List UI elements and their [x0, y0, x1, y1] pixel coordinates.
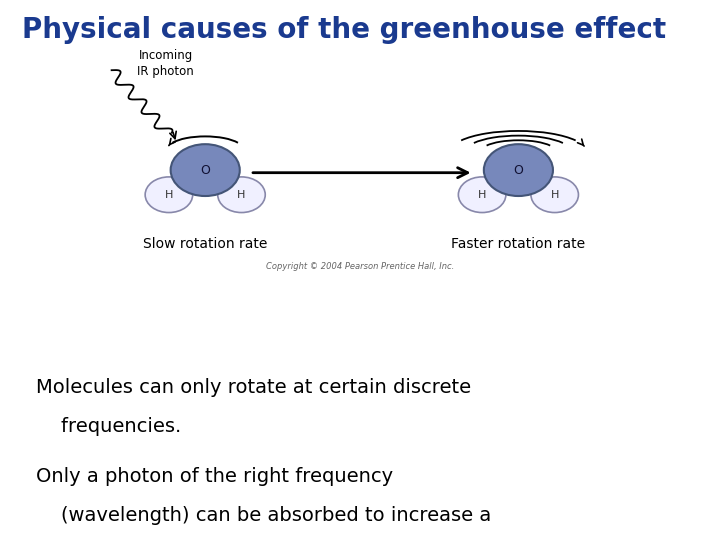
Circle shape — [171, 144, 240, 196]
Text: H: H — [478, 190, 486, 200]
Circle shape — [531, 177, 578, 213]
Text: H: H — [238, 190, 246, 200]
Circle shape — [459, 177, 506, 213]
Circle shape — [145, 177, 193, 213]
Text: Faster rotation rate: Faster rotation rate — [451, 238, 585, 252]
Text: Incoming
IR photon: Incoming IR photon — [138, 49, 194, 78]
Text: Slow rotation rate: Slow rotation rate — [143, 238, 267, 252]
Text: Molecules can only rotate at certain discrete: Molecules can only rotate at certain dis… — [36, 378, 471, 397]
Text: Physical causes of the greenhouse effect: Physical causes of the greenhouse effect — [22, 16, 666, 44]
Text: Copyright © 2004 Pearson Prentice Hall, Inc.: Copyright © 2004 Pearson Prentice Hall, … — [266, 262, 454, 271]
Text: Only a photon of the right frequency: Only a photon of the right frequency — [36, 468, 393, 487]
Text: O: O — [200, 164, 210, 177]
Text: (wavelength) can be absorbed to increase a: (wavelength) can be absorbed to increase… — [36, 507, 491, 525]
Circle shape — [484, 144, 553, 196]
Text: frequencies.: frequencies. — [36, 417, 181, 436]
Circle shape — [217, 177, 265, 213]
Text: H: H — [551, 190, 559, 200]
Text: O: O — [513, 164, 523, 177]
Text: H: H — [165, 190, 173, 200]
